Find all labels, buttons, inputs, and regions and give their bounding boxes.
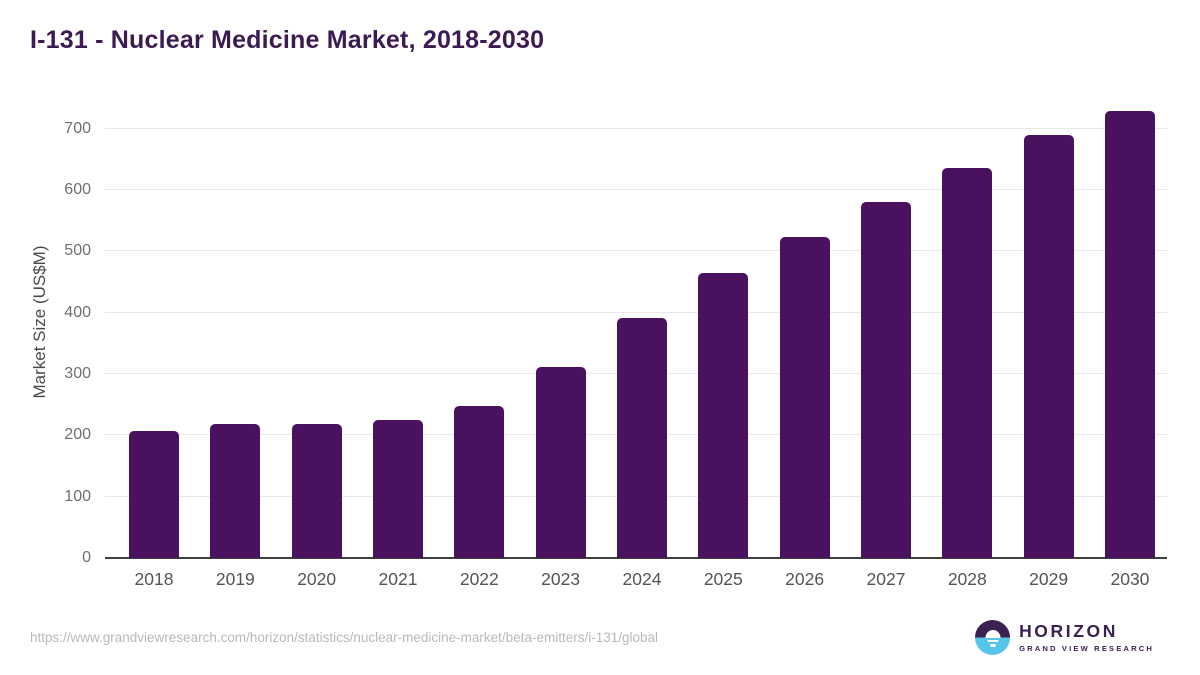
bar-2019 — [210, 423, 261, 558]
source-url: https://www.grandviewresearch.com/horizo… — [30, 630, 659, 645]
y-tick-label-0: 0 — [82, 549, 91, 566]
x-tick-label-2020: 2020 — [297, 569, 337, 589]
y-tick-label-600: 600 — [64, 181, 91, 199]
y-tick-label-200: 200 — [64, 426, 91, 444]
bar-2030 — [1104, 111, 1155, 558]
logo-brand: HORIZON — [1019, 621, 1118, 642]
y-tick-label-700: 700 — [64, 119, 91, 137]
y-tick-label-100: 100 — [64, 487, 91, 505]
gridline-y-400 — [105, 311, 1167, 313]
x-tick-label-2027: 2027 — [866, 569, 906, 589]
y-axis-title: Market Size (US$M) — [30, 245, 49, 399]
gridline-y-700 — [105, 127, 1167, 129]
x-tick-label-2018: 2018 — [134, 569, 174, 589]
x-tick-label-2023: 2023 — [541, 569, 581, 589]
plot-area: 0 100 200 300 400 500 600 700 2018 2019 2020 2021 20… — [64, 100, 1167, 589]
horizon-logo: HORIZON GRAND VIEW RESEARCH — [975, 620, 1154, 655]
y-tick-label-500: 500 — [64, 242, 91, 260]
horizon-logo-icon — [975, 620, 1011, 655]
bar-2029 — [1023, 134, 1074, 558]
x-tick-label-2030: 2030 — [1110, 569, 1150, 589]
bar-2027 — [860, 202, 911, 558]
x-tick-label-2025: 2025 — [703, 569, 743, 589]
bar-2021 — [372, 420, 423, 558]
x-tick-label-2019: 2019 — [215, 569, 255, 589]
bar-2018 — [129, 431, 179, 558]
y-tick-label-400: 400 — [64, 303, 91, 321]
bar-2025 — [698, 272, 749, 558]
x-tick-label-2022: 2022 — [459, 569, 499, 589]
x-tick-label-2029: 2029 — [1029, 569, 1069, 589]
logo-text: HORIZON GRAND VIEW RESEARCH — [1019, 621, 1154, 653]
logo-subbrand: GRAND VIEW RESEARCH — [1019, 643, 1154, 653]
x-tick-label-2021: 2021 — [378, 569, 418, 589]
y-tick-label-300: 300 — [64, 365, 91, 383]
bar-2024 — [616, 318, 667, 558]
water-ripple-icon — [989, 644, 996, 647]
bar-2022 — [454, 405, 505, 558]
bar-2020 — [291, 424, 342, 558]
water-ripple-icon — [987, 639, 999, 642]
x-axis-line — [105, 557, 1167, 559]
chart-title: I-131 - Nuclear Medicine Market, 2018-20… — [30, 26, 545, 54]
x-tick-label-2024: 2024 — [622, 569, 662, 589]
bar-2023 — [535, 367, 586, 558]
sun-icon — [985, 629, 1001, 638]
x-tick-label-2026: 2026 — [785, 569, 825, 589]
x-tick-label-2028: 2028 — [947, 569, 987, 589]
bar-2028 — [942, 168, 993, 558]
gridline-y-500 — [105, 250, 1167, 252]
bar-2026 — [779, 237, 830, 558]
gridline-y-600 — [105, 189, 1167, 191]
